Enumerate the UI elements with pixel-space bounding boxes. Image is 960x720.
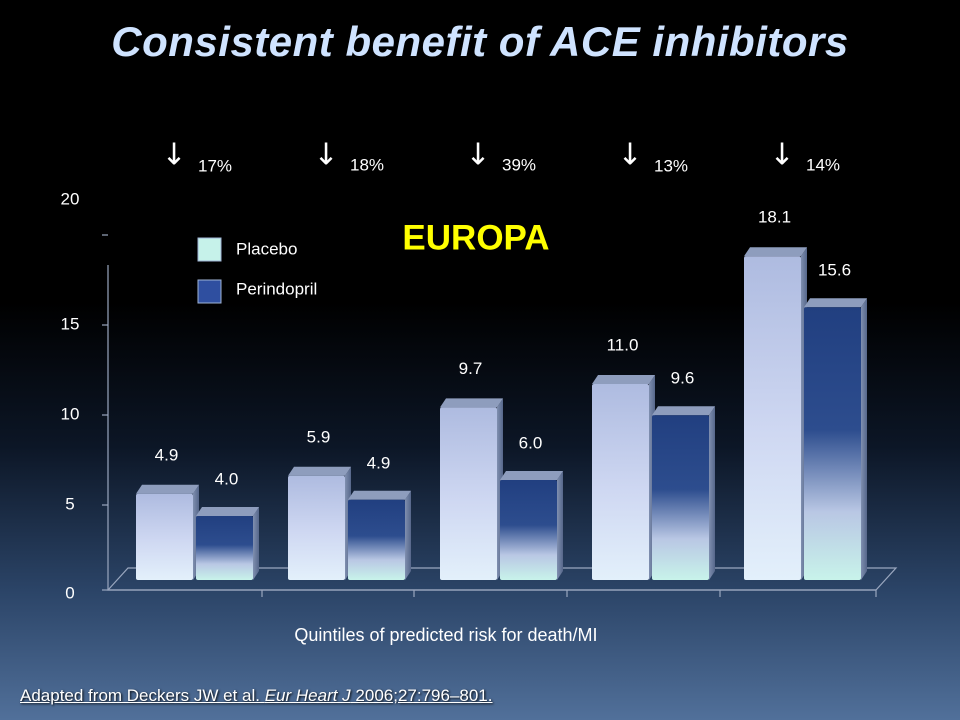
placebo-bar	[592, 375, 655, 580]
legend-label-placebo: Placebo	[236, 239, 297, 258]
reduction-arrow-icon: ↓	[465, 138, 490, 173]
bar-front	[136, 493, 193, 580]
bar-front	[196, 516, 253, 580]
bar-front	[804, 307, 861, 580]
bar-top	[744, 247, 807, 257]
bar-top	[804, 298, 867, 308]
placebo-bar	[440, 398, 503, 580]
y-tick-label: 0	[65, 583, 74, 602]
x-axis-title: Quintiles of predicted risk for death/MI	[294, 625, 597, 645]
perindopril-value-label: 6.0	[519, 433, 543, 452]
perindopril-bar	[348, 490, 411, 580]
placebo-value-label: 9.7	[459, 359, 483, 378]
reduction-arrow-icon: ↓	[769, 138, 794, 173]
placebo-value-label: 4.9	[155, 445, 179, 464]
study-annotation: EUROPA	[402, 218, 549, 257]
reduction-percent-label: 18%	[350, 155, 384, 174]
reduction-arrow-icon: ↓	[161, 138, 186, 173]
placebo-bar	[136, 484, 199, 580]
bar-side	[861, 298, 867, 580]
y-tick-label: 20	[61, 189, 80, 208]
source-citation: Adapted from Deckers JW et al. Eur Heart…	[20, 686, 493, 706]
bar-front	[592, 384, 649, 580]
bar-top	[196, 507, 259, 516]
perindopril-bar	[804, 298, 867, 580]
perindopril-value-label: 15.6	[818, 261, 851, 280]
perindopril-bar	[652, 406, 715, 580]
citation-prefix: Adapted from Deckers JW et al.	[20, 686, 265, 705]
bar-top	[348, 490, 411, 500]
citation-suffix: 2006;27:796–801.	[350, 686, 493, 705]
placebo-value-label: 11.0	[607, 335, 639, 354]
bar-side	[557, 471, 563, 580]
legend-label-perindopril: Perindopril	[236, 279, 317, 298]
bar-side	[253, 507, 259, 580]
legend-swatch-placebo	[197, 237, 222, 262]
bar-side	[709, 406, 715, 580]
reduction-percent-label: 39%	[502, 155, 536, 174]
perindopril-bar	[196, 507, 259, 580]
bar-top	[592, 375, 655, 384]
placebo-value-label: 18.1	[758, 208, 791, 227]
chart-axes: 0 5 10 15 20 Quintiles of predicted risk for …	[61, 189, 877, 645]
bar-top	[136, 484, 199, 494]
bar-front	[348, 499, 405, 580]
reduction-percent-label: 14%	[806, 155, 840, 174]
bar-top	[500, 471, 563, 480]
bar-top	[440, 398, 503, 408]
slide-title: Consistent benefit of ACE inhibitors	[111, 18, 849, 65]
perindopril-value-label: 4.0	[215, 469, 239, 488]
bar-top	[652, 406, 715, 416]
reduction-percent-label: 13%	[654, 156, 688, 175]
bar-front	[440, 407, 497, 580]
chart-bars	[136, 247, 867, 580]
legend-swatch-perindopril	[197, 279, 222, 304]
perindopril-bar	[500, 471, 563, 580]
reduction-arrow-icon: ↓	[313, 138, 338, 173]
placebo-value-label: 5.9	[307, 427, 331, 446]
reduction-percent-label: 17%	[198, 156, 232, 175]
y-tick-label: 15	[61, 314, 80, 333]
y-tick-label: 5	[65, 494, 74, 513]
placebo-bar	[744, 247, 807, 580]
bar-side	[405, 490, 411, 580]
chart-labels: 4.9 4.0 ↓ 17% 5.9 4.9 ↓ 18% 9.7 6.0 ↓ 39% 11.0 9.6 ↓ 13…	[155, 138, 851, 489]
chart-legend: Placebo Perindopril	[197, 237, 317, 304]
bar-front	[652, 415, 709, 580]
citation-journal: Eur Heart J	[264, 686, 351, 705]
reduction-arrow-icon: ↓	[617, 138, 642, 173]
y-tick-label: 10	[61, 404, 80, 423]
bar-top	[288, 466, 351, 476]
perindopril-value-label: 9.6	[671, 369, 695, 388]
bar-front	[288, 475, 345, 580]
perindopril-value-label: 4.9	[367, 453, 391, 472]
bar-front	[744, 256, 801, 580]
placebo-bar	[288, 466, 351, 580]
bar-front	[500, 480, 557, 580]
